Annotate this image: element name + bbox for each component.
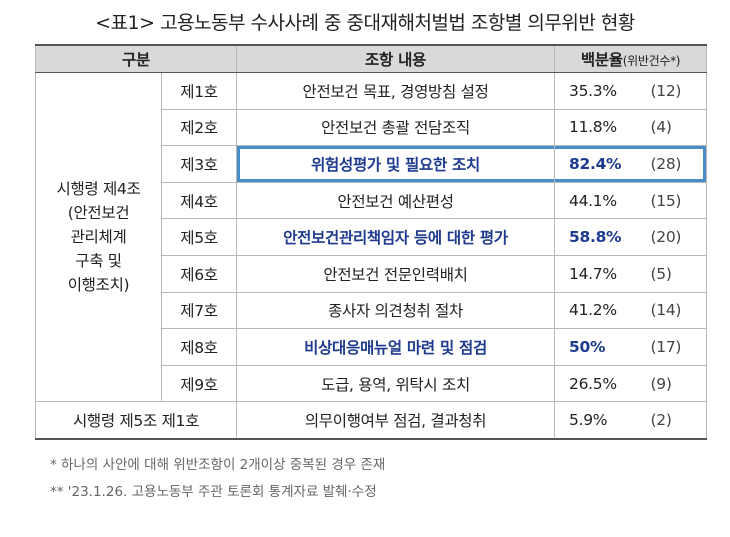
content-cell: 안전보건 전문인력배치	[236, 254, 556, 293]
table-row: 제9호 도급, 용역, 위탁시 조치 26.5% (9)	[36, 364, 708, 403]
content-cell: 종사자 의견청취 절차	[236, 291, 556, 330]
item-cell: 제3호	[160, 145, 238, 183]
count-cell: (14)	[638, 291, 708, 330]
pct-cell: 35.3%	[554, 72, 639, 110]
pct-cell: 41.2%	[554, 291, 639, 330]
table-row: 제6호 안전보건 전문인력배치 14.7% (5)	[36, 254, 708, 293]
item-cell: 제7호	[160, 291, 238, 330]
header-rate-suffix: (위반건수*)	[622, 54, 681, 68]
footnotes: * 하나의 사안에 대해 위반조항이 2개이상 중복된 경우 존재 ** '23…	[50, 452, 385, 506]
violation-table: 구분 조항 내용 백분율(위반건수*) 시행령 제4조 (안전보건 관리체계 구…	[34, 44, 708, 440]
category-cell: 시행령 제5조 제1호	[34, 401, 238, 440]
header-row: 구분 조항 내용 백분율(위반건수*)	[34, 44, 708, 73]
table-row: 시행령 제4조 (안전보건 관리체계 구축 및 이행조치) 제1호 안전보건 목…	[35, 71, 708, 403]
count-cell: (4)	[638, 108, 708, 147]
content-cell: 안전보건 총괄 전담조직	[236, 108, 556, 147]
content-cell-highlighted: 비상대응매뉴얼 마련 및 점검	[236, 328, 556, 366]
item-cell: 제2호	[160, 108, 238, 147]
pct-cell: 14.7%	[554, 254, 639, 293]
item-cell: 제6호	[160, 254, 238, 293]
count-cell: (9)	[638, 364, 708, 403]
content-cell: 의무이행여부 점검, 결과청취	[236, 401, 556, 440]
table-row: 제4호 안전보건 예산편성 44.1% (15)	[36, 181, 708, 220]
pct-cell-highlighted: 50%	[554, 328, 639, 366]
content-cell-highlighted: 위험성평가 및 필요한 조치	[236, 145, 556, 183]
group-cell: 시행령 제4조 (안전보건 관리체계 구축 및 이행조치)	[35, 71, 162, 403]
item-cell: 제5호	[160, 218, 238, 256]
header-content: 조항 내용	[236, 44, 556, 73]
pct-cell: 5.9%	[554, 401, 639, 440]
pct-cell: 11.8%	[554, 108, 639, 147]
count-cell: (20)	[638, 218, 708, 256]
group-label: 시행령 제4조 (안전보건 관리체계 구축 및 이행조치)	[56, 180, 141, 295]
pct-cell-highlighted: 82.4%	[554, 145, 639, 183]
count-cell: (5)	[638, 254, 708, 293]
count-cell: (28)	[638, 145, 708, 183]
count-cell: (17)	[638, 328, 708, 366]
table-row-last: 시행령 제5조 제1호 의무이행여부 점검, 결과청취 5.9% (2)	[34, 401, 708, 440]
footnote: * 하나의 사안에 대해 위반조항이 2개이상 중복된 경우 존재	[50, 457, 386, 473]
pct-cell: 44.1%	[554, 181, 639, 220]
count-cell: (15)	[638, 181, 708, 220]
content-cell: 안전보건 예산편성	[236, 181, 556, 220]
content-cell: 도급, 용역, 위탁시 조치	[236, 364, 556, 403]
count-cell: (2)	[638, 401, 708, 440]
header-rate-label: 백분율	[580, 51, 623, 69]
table-title: <표1> 고용노동부 수사사례 중 중대재해처벌법 조항별 의무위반 현황	[95, 12, 635, 34]
item-cell: 제8호	[160, 328, 238, 366]
pct-cell: 26.5%	[554, 364, 639, 403]
count-cell: (12)	[638, 72, 708, 110]
content-cell-highlighted: 안전보건관리책임자 등에 대한 평가	[236, 218, 556, 256]
header-category: 구분	[34, 44, 238, 73]
item-cell: 제4호	[160, 181, 238, 220]
header-rate: 백분율(위반건수*)	[554, 44, 708, 73]
content-cell: 안전보건 목표, 경영방침 설정	[236, 72, 556, 110]
item-cell: 제1호	[160, 72, 238, 110]
pct-cell-highlighted: 58.8%	[554, 218, 639, 256]
footnote: ** '23.1.26. 고용노동부 주관 토론회 통계자료 발췌·수정	[50, 484, 377, 500]
item-cell: 제9호	[160, 364, 238, 403]
